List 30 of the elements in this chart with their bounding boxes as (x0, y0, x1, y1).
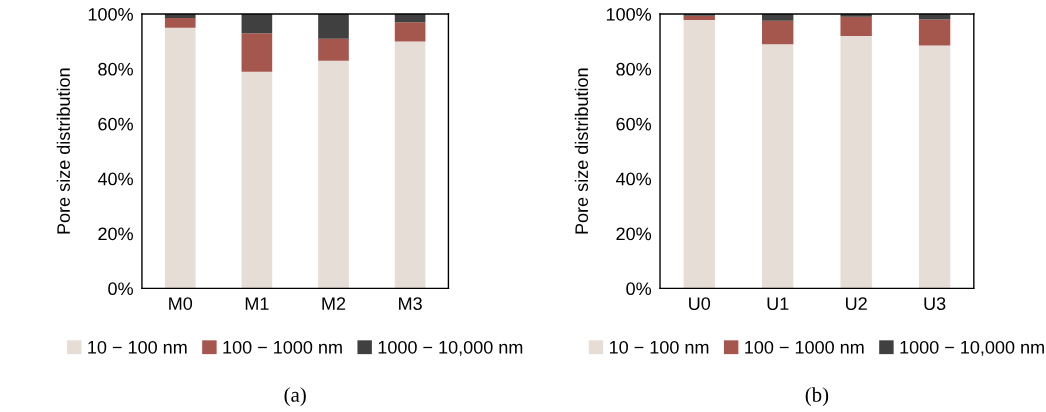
y-axis-title: Pore size distribution (56, 68, 70, 234)
y-tick-label: 80% (98, 62, 133, 76)
x-tick-label: U2 (846, 297, 867, 310)
text: (a) (284, 387, 306, 407)
y-tick-label: 60% (98, 117, 133, 131)
legend-label: 1000 − 10,000 nm (900, 340, 1044, 356)
y-tick-label: 40% (97, 172, 133, 186)
x-tick-label: U0 (689, 297, 711, 310)
legend-label: 1000 − 10,000 nm (378, 340, 523, 356)
legend-label: 100 − 1000 nm (223, 340, 342, 354)
y-tick-label: 40% (615, 172, 652, 186)
y-tick-label: 60% (616, 117, 652, 131)
y-tick-label: 0% (108, 282, 133, 296)
y-tick-label: 100% (606, 7, 652, 21)
x-tick-label: M2 (322, 297, 346, 310)
legend-label: 10 − 100 nm (88, 340, 187, 354)
x-tick-label: U1 (767, 297, 789, 310)
y-tick-label: 20% (616, 227, 652, 241)
legend-label: 10 − 100 nm (609, 340, 709, 354)
x-tick-label: M1 (245, 297, 269, 310)
y-tick-label: 100% (88, 7, 133, 21)
y-tick-label: 0% (626, 282, 652, 296)
x-tick-label: U3 (924, 297, 946, 310)
y-tick-label: 20% (98, 227, 133, 241)
legend-label: 100 − 1000 nm (745, 340, 864, 354)
y-axis-title: Pore size distribution (574, 68, 589, 234)
text: (b) (805, 387, 829, 407)
x-tick-label: M0 (169, 297, 193, 310)
x-tick-label: M3 (399, 297, 422, 310)
y-tick-label: 80% (616, 62, 652, 76)
